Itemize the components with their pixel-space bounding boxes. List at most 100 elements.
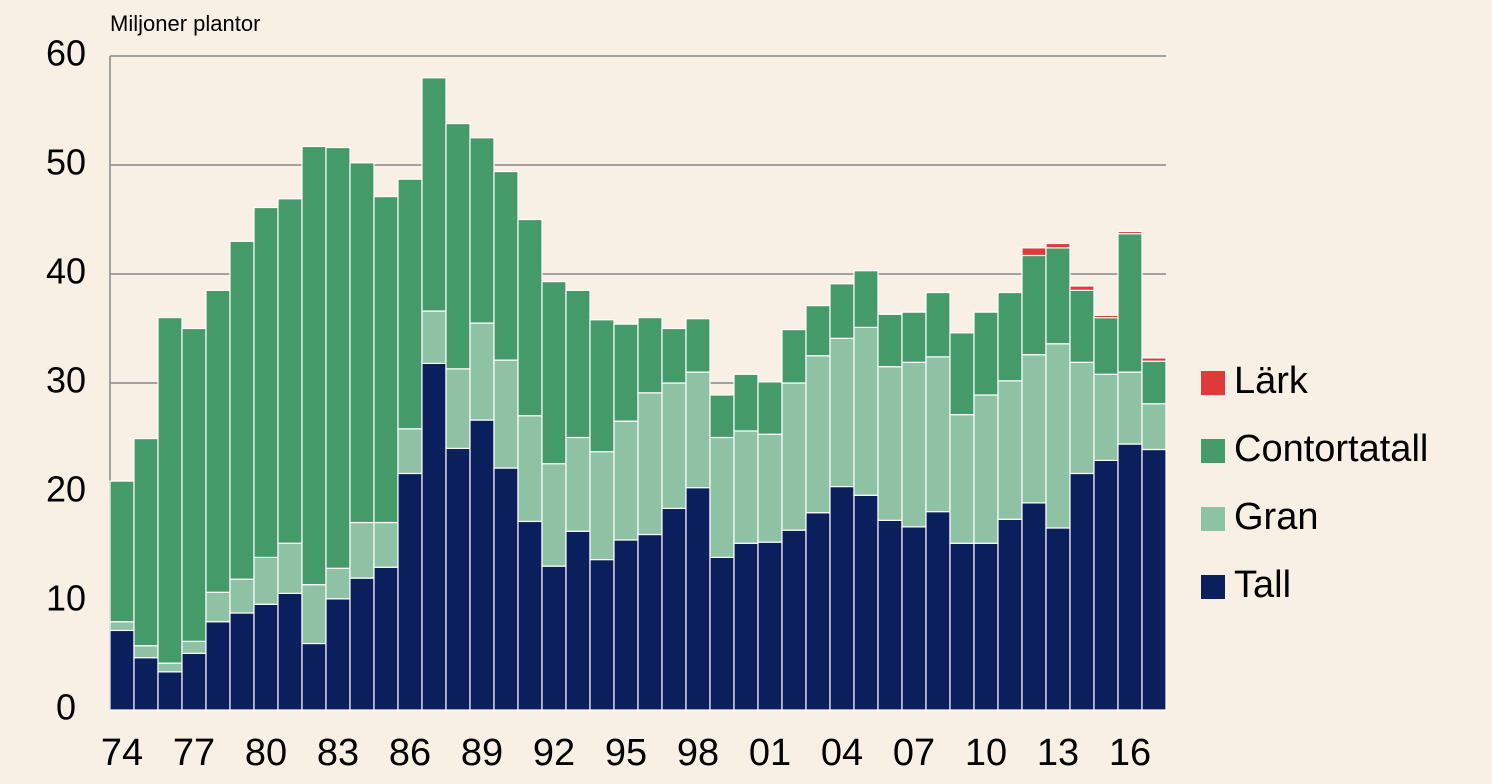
bar-segment [925, 291, 951, 358]
legend-label: Contortatall [1234, 428, 1428, 470]
bar-segment [733, 542, 759, 711]
bar-segment [421, 362, 447, 711]
bar-segment [181, 327, 207, 642]
bar-segment [685, 318, 711, 373]
bar-segment [205, 591, 231, 623]
bar-segment [901, 526, 927, 711]
bar-segment [205, 289, 231, 593]
x-tick-label: 92 [533, 732, 575, 774]
bar-segment [157, 671, 183, 711]
x-tick-label: 74 [101, 732, 143, 774]
bar-segment [661, 327, 687, 384]
bar-segment [445, 447, 471, 711]
bar-segment [781, 382, 807, 531]
bar-segment [301, 642, 327, 711]
y-tick-label: 30 [46, 360, 86, 401]
bar-segment [853, 270, 879, 329]
bar-segment [469, 419, 495, 711]
bar-segment [1093, 314, 1119, 319]
bar-segment [661, 507, 687, 711]
bar-segment [517, 218, 543, 417]
bar-segment [397, 178, 423, 430]
bar-segment [157, 317, 183, 664]
bar-segment [349, 521, 375, 579]
bar-segment [949, 332, 975, 416]
bar-segment [877, 366, 903, 521]
bar-segment [133, 645, 159, 659]
bar-segment [1045, 343, 1071, 529]
bar-segment [829, 485, 855, 711]
bar-segment [1141, 360, 1167, 405]
x-tick-label: 89 [461, 732, 503, 774]
bar-segment [1021, 502, 1047, 711]
bar-segment [445, 122, 471, 370]
x-tick-label: 01 [749, 732, 791, 774]
bar-segment [253, 556, 279, 605]
bar-segment [541, 281, 567, 465]
bar-segment [229, 612, 255, 711]
bar-segment [829, 337, 855, 488]
x-tick-label: 86 [389, 732, 431, 774]
bar-segment [685, 371, 711, 489]
bar-segment [373, 196, 399, 524]
bar-segment [949, 414, 975, 544]
bar-segment [637, 533, 663, 711]
bar-segment [973, 394, 999, 544]
bar-segment [1069, 472, 1095, 711]
bar-segment [1021, 354, 1047, 504]
y-tick-label: 40 [46, 251, 86, 292]
bar-segment [613, 539, 639, 711]
bar-segment [781, 529, 807, 711]
bar-segment [1093, 317, 1119, 375]
bar-segment [325, 598, 351, 711]
bar-segment [493, 359, 519, 469]
bar-segment [1069, 289, 1095, 363]
bar-segment [469, 322, 495, 421]
bar-segment [109, 621, 135, 632]
bar-segment [373, 566, 399, 711]
bar-segment [421, 310, 447, 364]
bar-segment [997, 291, 1023, 382]
legend-label: Tall [1234, 564, 1291, 606]
x-tick-label: 77 [173, 732, 215, 774]
x-tick-label: 04 [821, 732, 863, 774]
bar-segment [709, 436, 735, 559]
bar-segment [229, 240, 255, 580]
bar-segment [253, 206, 279, 559]
bar-segment [1117, 230, 1143, 235]
bar-segment [1069, 285, 1095, 291]
legend-swatch [1201, 439, 1225, 463]
legend-swatch [1201, 575, 1225, 599]
bar-segment [613, 323, 639, 422]
bar-segment [1141, 357, 1167, 362]
bar-segment [349, 162, 375, 524]
x-tick-label: 98 [677, 732, 719, 774]
bar-segment [565, 530, 591, 711]
y-tick-label: 50 [46, 142, 86, 183]
bar-segment [661, 382, 687, 509]
legend-swatch [1201, 507, 1225, 531]
bar-segment [1117, 371, 1143, 445]
bar-segment [973, 542, 999, 711]
bar-segment [565, 436, 591, 532]
x-tick-label: 07 [893, 732, 935, 774]
bar-segment [757, 433, 783, 543]
bar-segment [613, 420, 639, 541]
bar-segment [517, 415, 543, 523]
bar-segment [733, 373, 759, 432]
bar-segment [1069, 361, 1095, 475]
bar-segment [277, 592, 303, 711]
bar-segment [805, 512, 831, 711]
bar-segment [541, 565, 567, 711]
bar-segment [1117, 443, 1143, 711]
bar-segment [805, 355, 831, 514]
bar-segment [901, 311, 927, 363]
bar-segment [349, 577, 375, 711]
x-tick-label: 16 [1109, 732, 1151, 774]
bar-segment [1141, 403, 1167, 451]
bar-segment [709, 394, 735, 439]
x-tick-label: 10 [965, 732, 1007, 774]
bar-segment [277, 198, 303, 544]
bar-segment [973, 311, 999, 396]
bar-segment [1021, 247, 1047, 257]
